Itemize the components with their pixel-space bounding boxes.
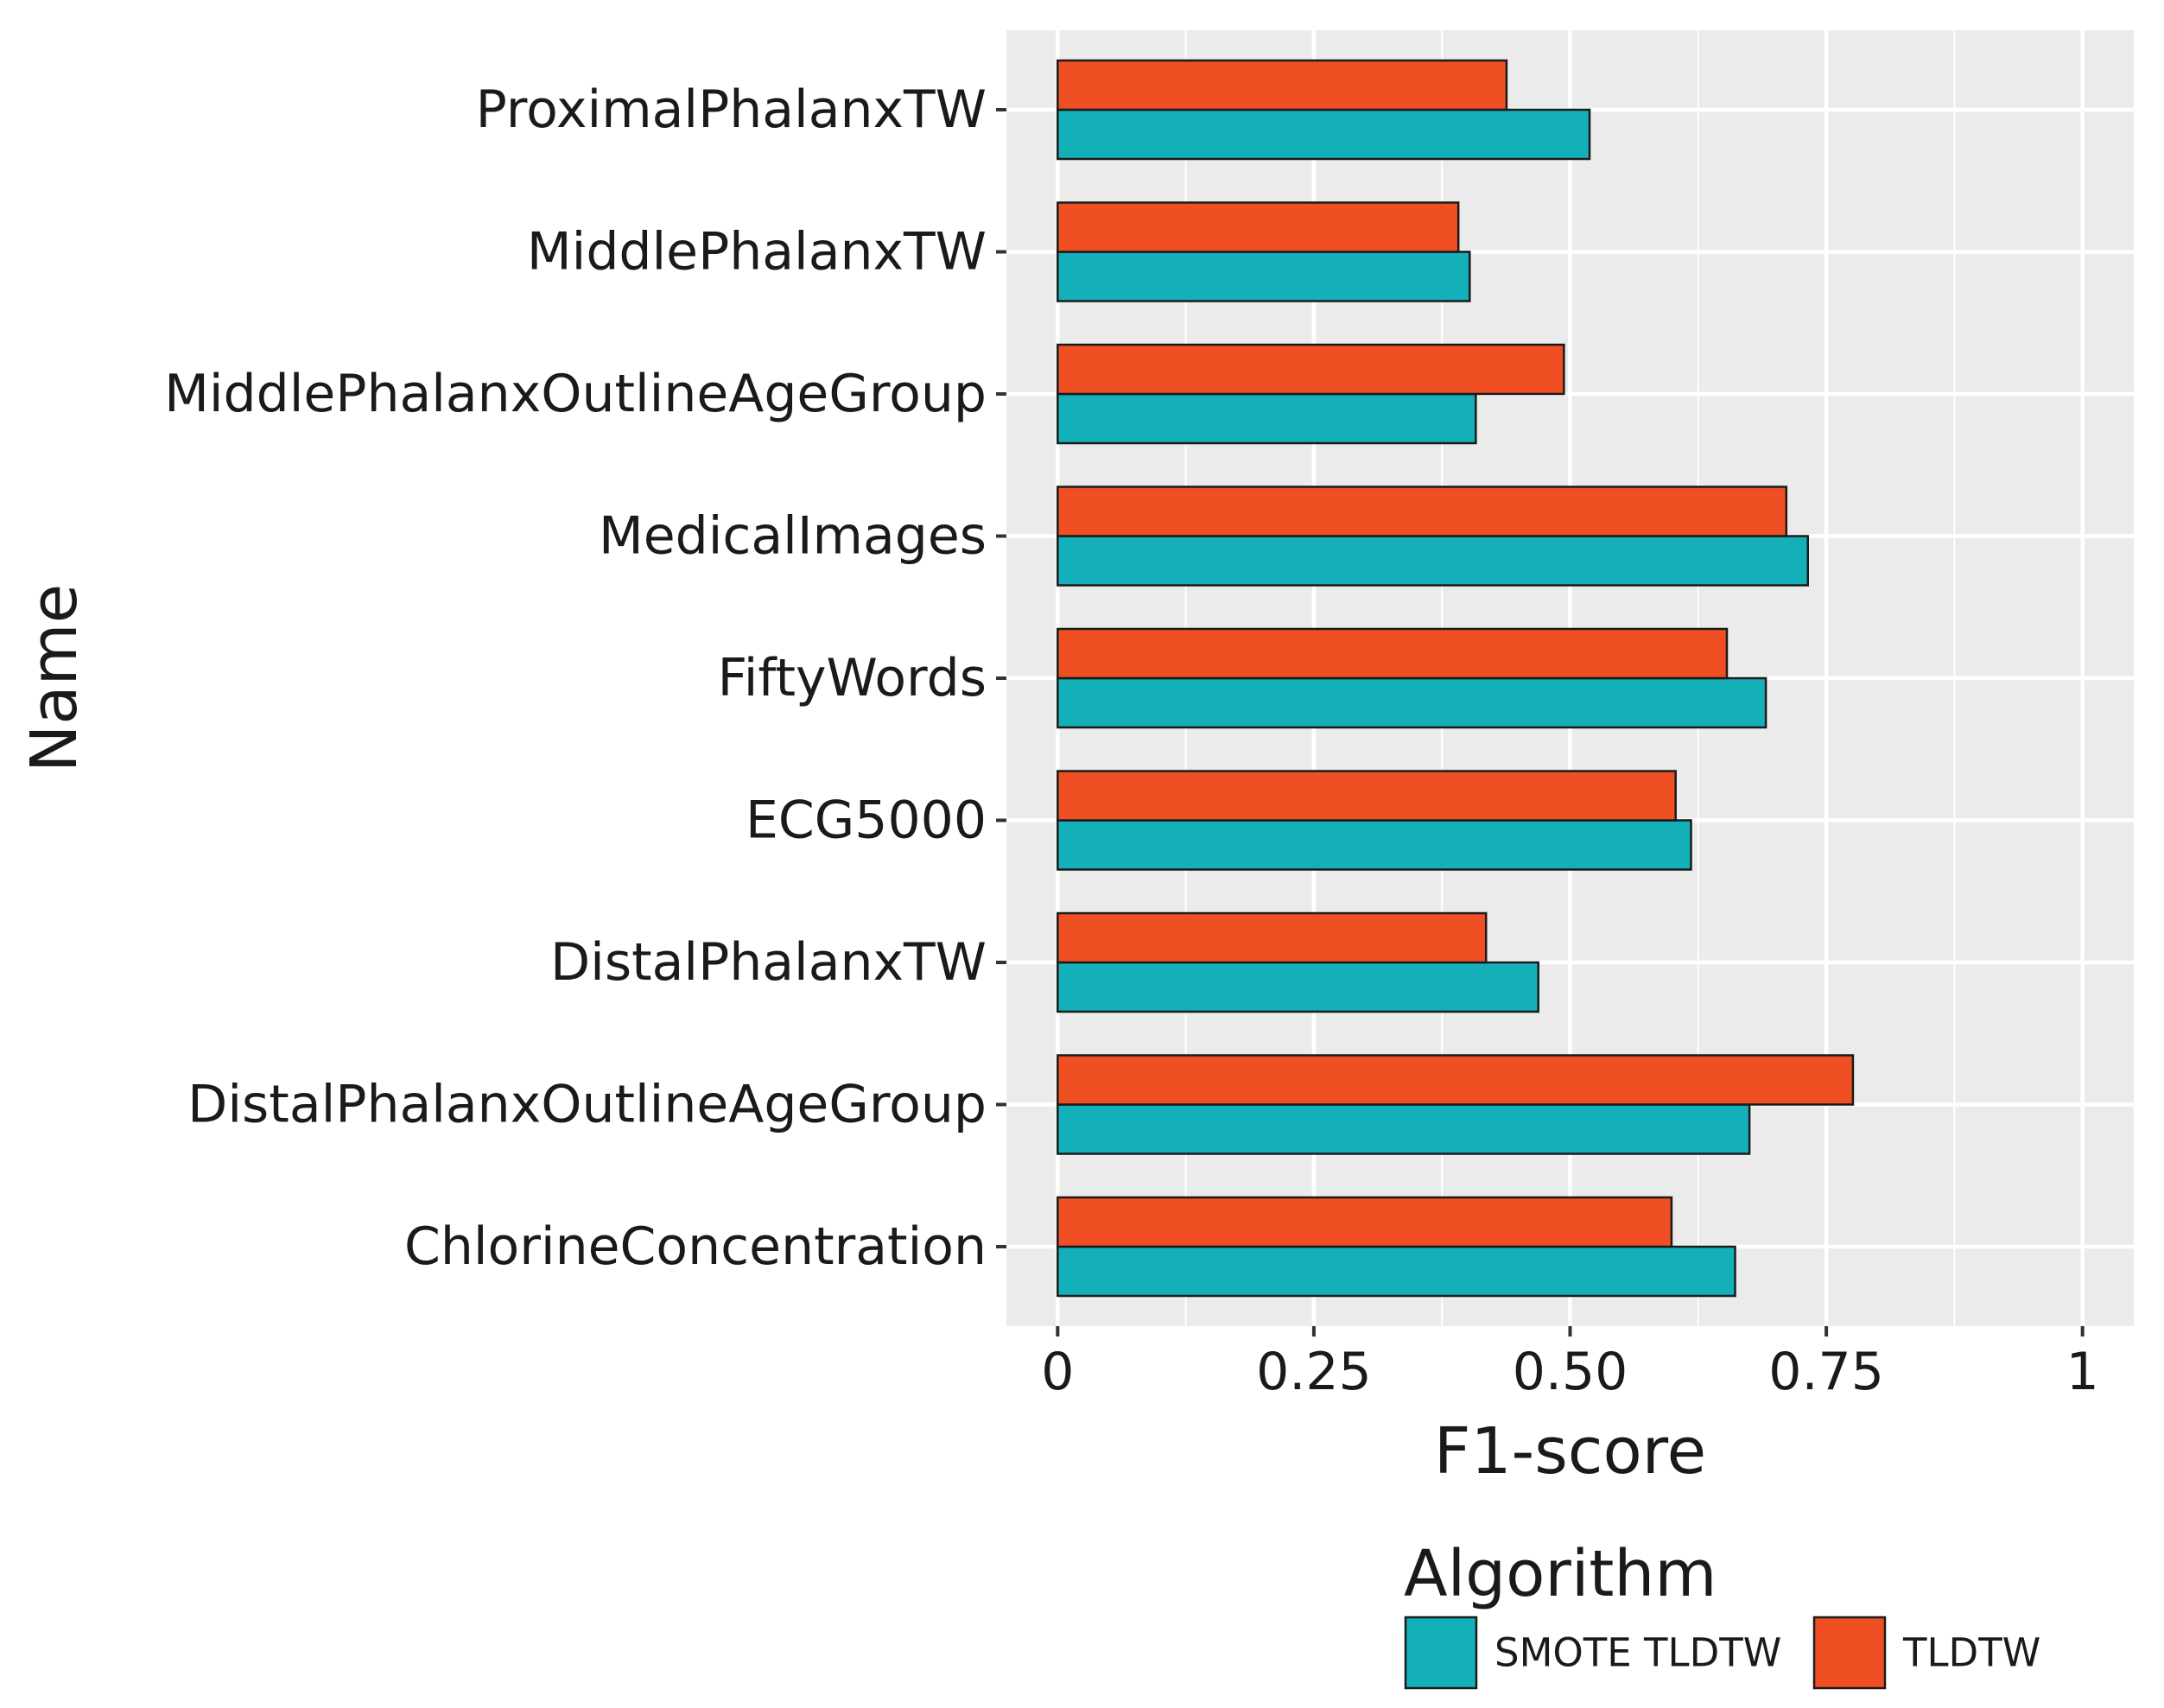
bar-smote-tldtw-middlephalanxtw (1057, 251, 1471, 302)
y-tick-label: ProximalPhalanxTW (476, 79, 987, 140)
y-tick-label: ECG5000 (746, 791, 987, 851)
bar-smote-tldtw-distalphalanxtw (1057, 961, 1539, 1013)
legend: Algorithm SMOTE TLDTW TLDTW (1404, 1537, 2040, 1690)
y-tick-label: MedicalImages (599, 506, 987, 567)
y-axis-title: Name (17, 584, 92, 772)
bar-tldtw-middlephalanxtw (1057, 201, 1460, 253)
legend-key-tldtw (1812, 1616, 1887, 1690)
x-tick-label: 0.25 (1256, 1342, 1372, 1402)
bar-tldtw-middlephalanxoutlineagegroup (1057, 343, 1565, 396)
bar-tldtw-distalphalanxoutlineagegroup (1057, 1054, 1855, 1106)
bar-smote-tldtw-middlephalanxoutlineagegroup (1057, 392, 1477, 445)
legend-label-smote-tldtw: SMOTE TLDTW (1494, 1630, 1781, 1676)
legend-label-tldtw: TLDTW (1902, 1630, 2040, 1676)
bar-smote-tldtw-chlorineconcentration (1057, 1245, 1736, 1298)
y-tick-label: FiftyWords (718, 648, 987, 708)
legend-title: Algorithm (1404, 1537, 1717, 1611)
x-tick-label: 1 (2066, 1342, 2099, 1402)
bar-smote-tldtw-medicalimages (1057, 535, 1809, 587)
x-axis: 0 0.25 0.50 0.75 1 (1041, 1326, 2099, 1402)
x-tick-label: 0.50 (1513, 1342, 1628, 1402)
x-tick-label: 0 (1041, 1342, 1074, 1402)
y-tick-label: MiddlePhalanxTW (527, 222, 987, 283)
bar-tldtw-fiftywords (1057, 627, 1729, 680)
bar-tldtw-ecg5000 (1057, 770, 1677, 822)
bar-tldtw-distalphalanxtw (1057, 911, 1488, 964)
bars (1057, 59, 1855, 1298)
bar-smote-tldtw-proximalphalanxtw (1057, 108, 1591, 161)
y-tick-label: DistalPhalanxOutlineAgeGroup (187, 1075, 987, 1135)
y-tick-label: ChlorineConcentration (404, 1216, 987, 1277)
bar-tldtw-chlorineconcentration (1057, 1196, 1673, 1248)
bar-tldtw-medicalimages (1057, 486, 1788, 537)
y-axis: ChlorineConcentration DistalPhalanxOutlin… (164, 79, 1006, 1277)
bar-smote-tldtw-fiftywords (1057, 676, 1767, 729)
legend-key-smote-tldtw (1404, 1616, 1478, 1690)
x-axis-title: F1-score (1434, 1414, 1706, 1489)
bar-tldtw-proximalphalanxtw (1057, 59, 1508, 111)
y-tick-label: DistalPhalanxTW (550, 932, 987, 993)
y-tick-label: MiddlePhalanxOutlineAgeGroup (164, 364, 987, 424)
bar-smote-tldtw-distalphalanxoutlineagegroup (1057, 1103, 1751, 1155)
bar-smote-tldtw-ecg5000 (1057, 819, 1692, 871)
x-tick-label: 0.75 (1768, 1342, 1884, 1402)
